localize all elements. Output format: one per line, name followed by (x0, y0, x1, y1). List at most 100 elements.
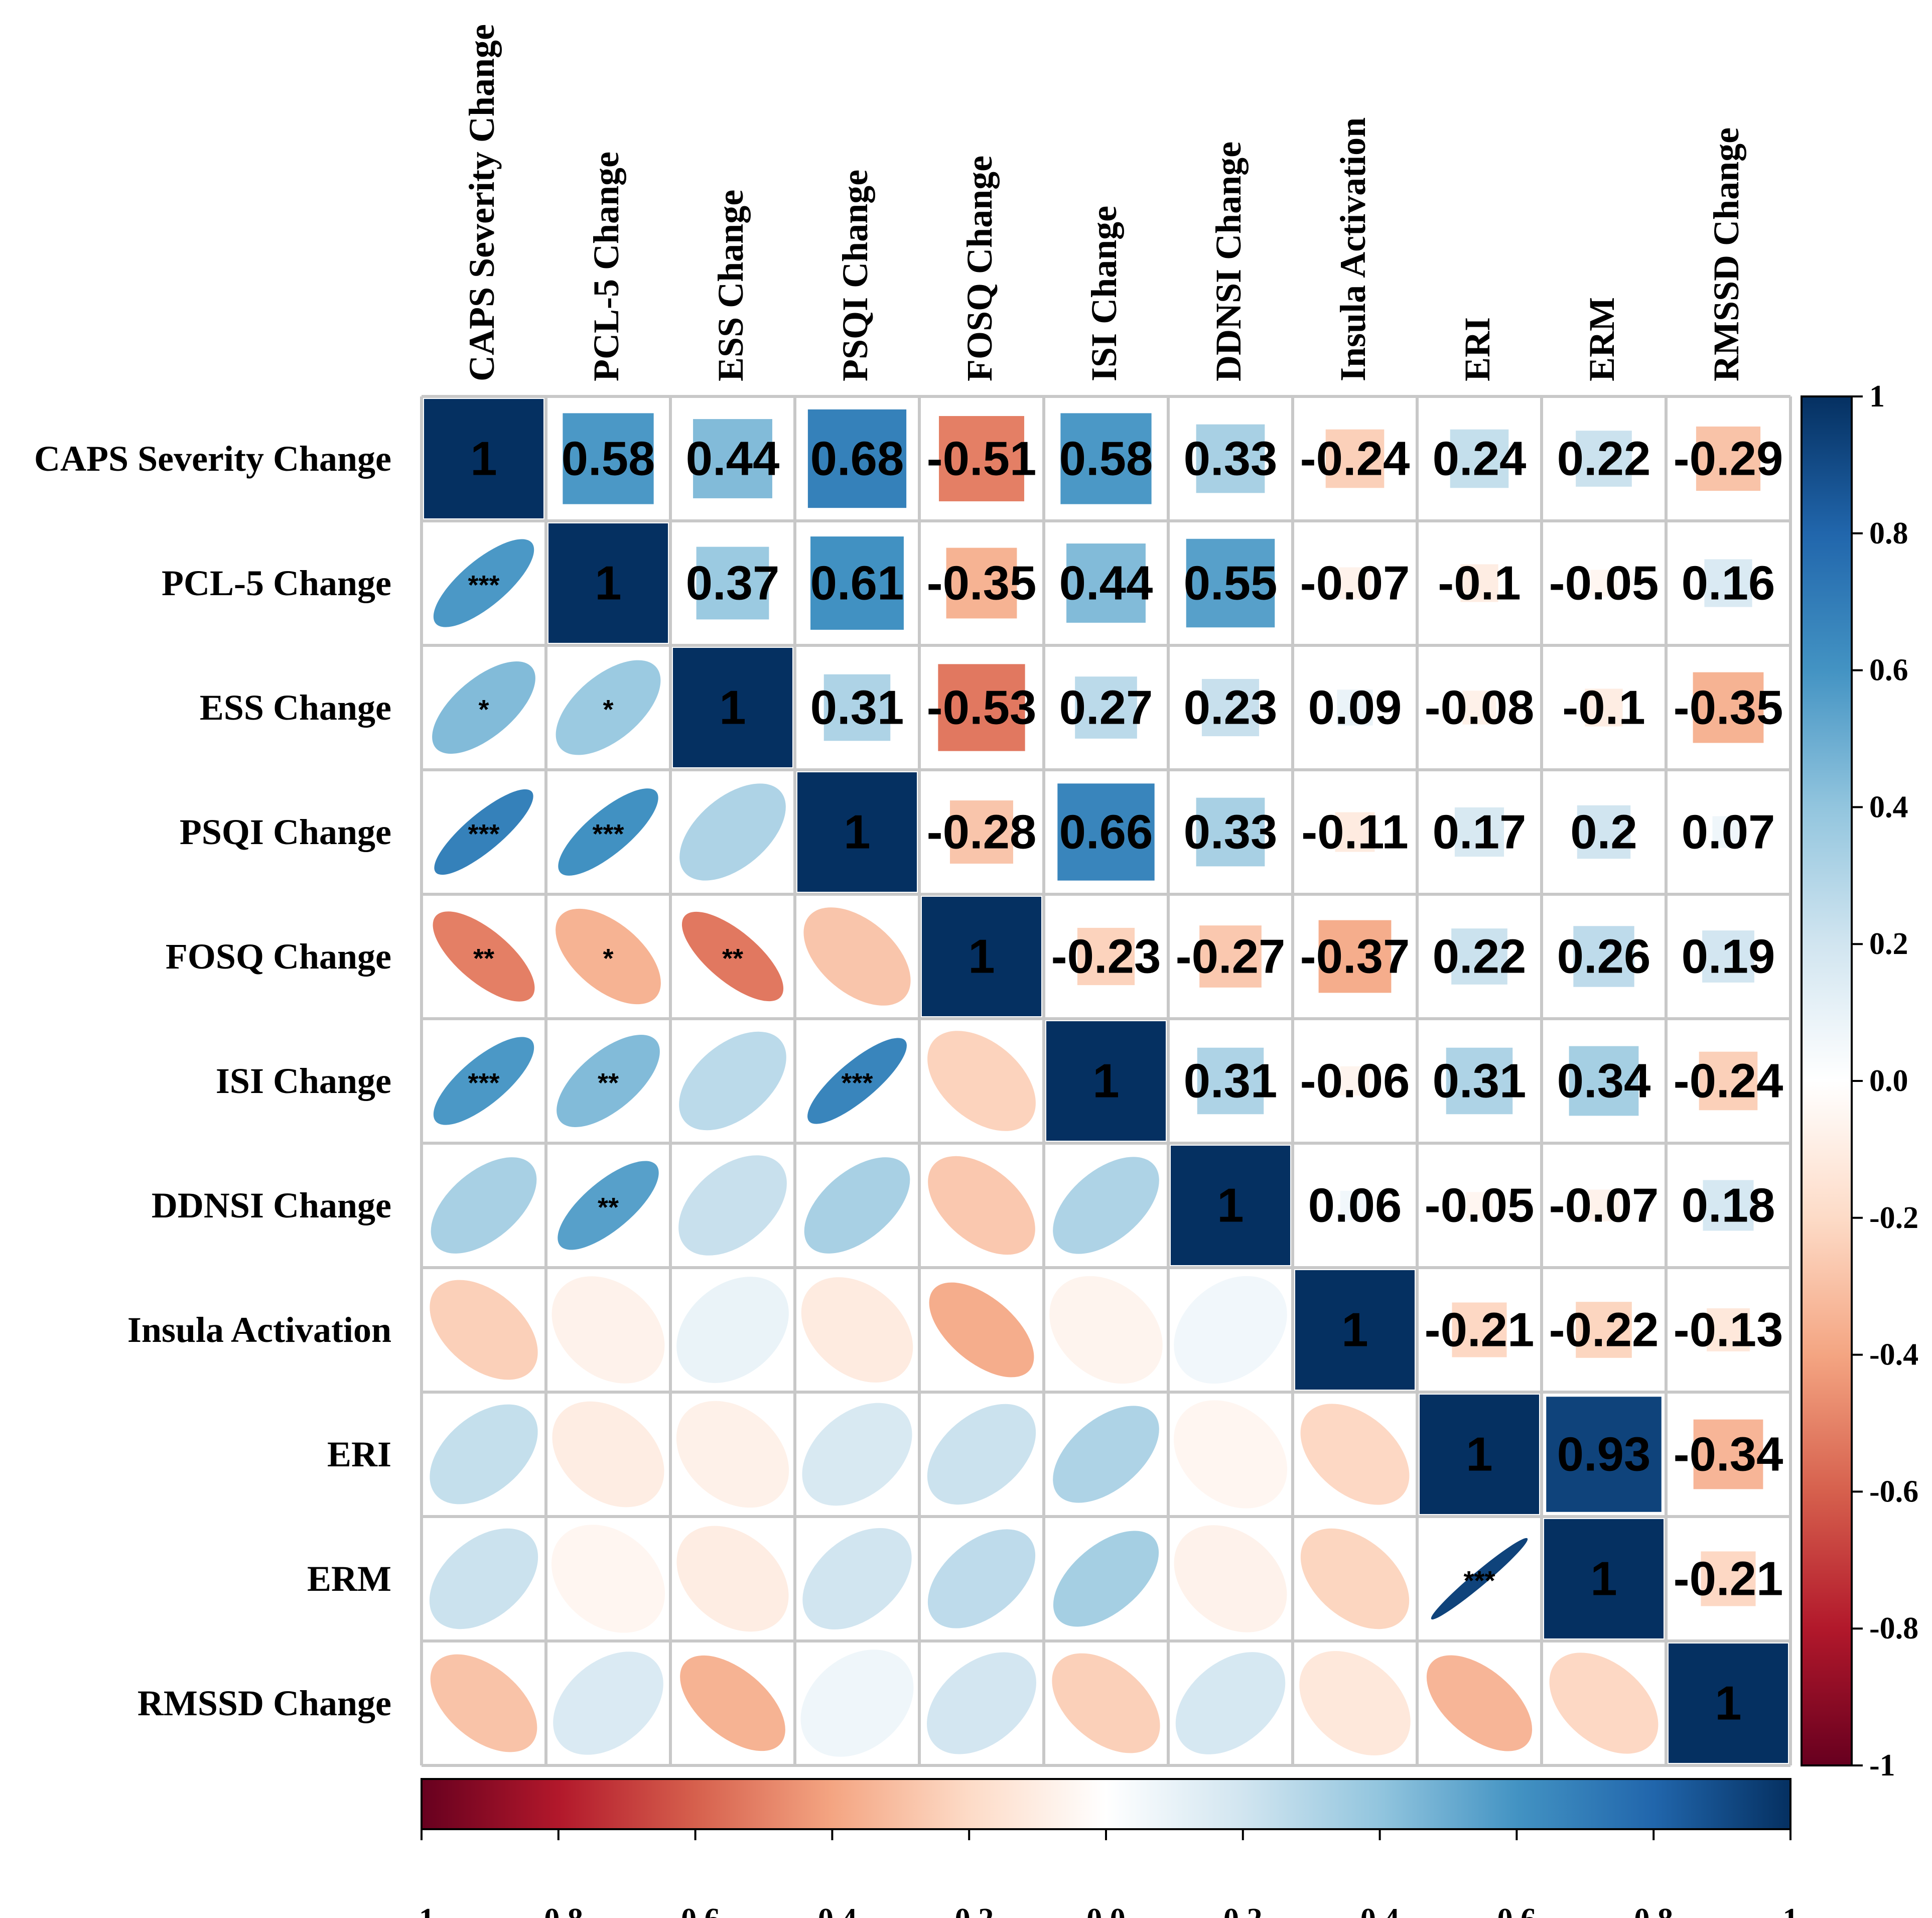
cell-isi-change-x-pcl-5-change-ellipse (557, 1035, 660, 1127)
cell-isi-change-x-caps-severity-change-ellipse (433, 1037, 534, 1125)
cell-rmssd-change-x-insula-activation-ellipse (1299, 1651, 1411, 1756)
cell-psqi-change-x-ddnsi-change-value: 0.33 (1184, 805, 1278, 859)
cell-pcl-5-change-x-eri-square (1460, 564, 1498, 602)
row-label-caps-severity-change: CAPS Severity Change (34, 439, 391, 479)
cell-isi-change-x-ddnsi-change-square (1197, 1047, 1264, 1115)
cell-erm-x-fosq-change-ellipse (927, 1529, 1036, 1628)
cell-ddnsi-change-x-pcl-5-change-significance: ** (598, 1192, 619, 1222)
cell-pcl-5-change-x-caps-severity-change-ellipse (433, 539, 534, 627)
cell-psqi-change-x-pcl-5-change-significance: *** (592, 819, 624, 849)
cell-eri-x-eri-value: 1 (1466, 1428, 1492, 1481)
cell-erm-x-erm-square (1544, 1519, 1664, 1638)
horizontal-legend-tick-label: 0.4 (1360, 1902, 1400, 1918)
cell-ess-change-x-pcl-5-change-ellipse (556, 660, 661, 755)
vertical-legend-tick-label: 0.2 (1869, 927, 1908, 961)
cell-fosq-change-x-eri-value: 0.22 (1433, 930, 1527, 984)
cell-insula-activation-x-eri-value: -0.21 (1425, 1303, 1535, 1357)
horizontal-legend-tick-label: 0.2 (1223, 1902, 1263, 1918)
cell-fosq-change-x-isi-change-value: -0.23 (1051, 930, 1161, 984)
horizontal-legend-tick-label: -0.6 (671, 1902, 720, 1918)
cell-eri-x-erm-square (1546, 1397, 1662, 1512)
cell-ddnsi-change-x-eri-value: -0.05 (1425, 1179, 1535, 1232)
cell-isi-change-x-psqi-change-ellipse (807, 1038, 907, 1124)
row-labels: CAPS Severity Change PCL-5 Change ESS Chan… (34, 439, 391, 1723)
cell-eri-x-insula-activation-ellipse (1300, 1404, 1410, 1505)
cell-caps-severity-change-x-rmssd-change-value: -0.29 (1674, 432, 1783, 486)
horizontal-legend-tick-label: 0.8 (1634, 1902, 1673, 1918)
cell-pcl-5-change-x-isi-change-value: 0.44 (1059, 557, 1153, 610)
cell-insula-activation-x-psqi-change-ellipse (801, 1277, 913, 1383)
cell-psqi-change-x-caps-severity-change-ellipse (434, 789, 533, 875)
cell-ddnsi-change-x-isi-change-ellipse (1053, 1157, 1159, 1254)
cell-rmssd-change-x-erm-ellipse (1549, 1653, 1659, 1754)
horizontal-legend-bar (421, 1778, 1791, 1830)
cell-ess-change-x-insula-activation-value: 0.09 (1308, 681, 1402, 735)
cell-ess-change-x-isi-change-value: 0.27 (1059, 681, 1153, 735)
cell-fosq-change-x-pcl-5-change-ellipse (556, 908, 661, 1005)
cell-ess-change-x-pcl-5-change-significance: * (603, 695, 613, 725)
cell-erm-x-pcl-5-change-ellipse (551, 1525, 665, 1633)
cell-caps-severity-change-x-eri-value: 0.24 (1433, 432, 1527, 486)
cell-insula-activation-x-rmssd-change-value: -0.13 (1674, 1303, 1783, 1357)
cell-isi-change-x-erm-square (1569, 1046, 1639, 1116)
cell-ess-change-x-rmssd-change-square (1693, 672, 1764, 743)
cell-fosq-change-x-pcl-5-change-significance: * (603, 943, 613, 974)
cell-ess-change-x-eri-square (1462, 691, 1496, 725)
cell-isi-change-x-fosq-change-ellipse (927, 1031, 1036, 1131)
cell-isi-change-x-psqi-change-significance: *** (841, 1068, 873, 1098)
cell-ddnsi-change-x-fosq-change-ellipse (928, 1156, 1035, 1255)
cell-rmssd-change-x-ddnsi-change-ellipse (1175, 1652, 1286, 1754)
horizontal-legend-tick-label: 0.0 (1086, 1902, 1126, 1918)
cell-ddnsi-change-x-eri-square (1466, 1192, 1493, 1219)
cell-psqi-change-x-psqi-change-square (797, 772, 917, 892)
cell-caps-severity-change-x-fosq-change-square (939, 416, 1024, 501)
vertical-legend-tick-label: -0.2 (1869, 1201, 1918, 1235)
vertical-legend-tick-label: -1 (1869, 1748, 1895, 1783)
cell-caps-severity-change-x-ess-change-square (693, 419, 772, 498)
cell-fosq-change-x-caps-severity-change-significance: ** (473, 943, 494, 974)
vertical-legend-tick-label: -0.6 (1869, 1474, 1918, 1509)
cell-ess-change-x-rmssd-change-value: -0.35 (1674, 681, 1783, 735)
cell-fosq-change-x-rmssd-change-square (1702, 930, 1754, 983)
column-label-erm: ERM (1582, 297, 1622, 381)
cell-ess-change-x-erm-square (1585, 689, 1623, 727)
cell-caps-severity-change-x-fosq-change-value: -0.51 (927, 432, 1037, 486)
cell-pcl-5-change-x-ess-change-value: 0.37 (686, 557, 780, 610)
matrix-grid: 1 0.58 0.44 0.68 -0.51 0.58 0.33 -0.24 0.24 0.22-… (420, 395, 1792, 1767)
cell-insula-activation-x-erm-value: -0.22 (1549, 1303, 1659, 1357)
cell-psqi-change-x-erm-value: 0.2 (1570, 805, 1637, 859)
cell-pcl-5-change-x-insula-activation-square (1339, 567, 1371, 599)
cell-psqi-change-x-ess-change-ellipse (679, 783, 786, 881)
cell-insula-activation-x-insula-activation-value: 1 (1341, 1303, 1368, 1357)
cell-isi-change-x-insula-activation-square (1340, 1066, 1370, 1096)
cell-erm-x-ess-change-ellipse (676, 1526, 789, 1632)
cell-isi-change-x-isi-change-square (1046, 1021, 1166, 1141)
cell-psqi-change-x-pcl-5-change-ellipse (558, 788, 658, 876)
cell-pcl-5-change-x-erm-square (1590, 570, 1617, 597)
cell-psqi-change-x-isi-change-square (1057, 783, 1155, 881)
cell-rmssd-change-x-rmssd-change-value: 1 (1715, 1677, 1741, 1730)
cell-pcl-5-change-x-ddnsi-change-value: 0.55 (1184, 557, 1278, 610)
cell-fosq-change-x-caps-severity-change-ellipse (433, 911, 535, 1002)
cell-insula-activation-x-ddnsi-change-ellipse (1174, 1276, 1287, 1384)
horizontal-legend-tick-label: 1 (1783, 1902, 1799, 1918)
cell-psqi-change-x-isi-change-value: 0.66 (1059, 805, 1153, 859)
cell-insula-activation-x-insula-activation-square (1295, 1270, 1415, 1390)
cell-isi-change-x-eri-square (1446, 1047, 1513, 1115)
cell-erm-x-eri-ellipse (1431, 1538, 1528, 1620)
cell-isi-change-x-eri-value: 0.31 (1433, 1054, 1527, 1108)
cell-erm-x-ddnsi-change-ellipse (1174, 1525, 1287, 1632)
cell-ess-change-x-eri-value: -0.08 (1425, 681, 1535, 735)
horizontal-color-legend: -1 -0.8 -0.6 -0.4 -0.2 0.0 0.2 0.4 0.6 0.8 1 (408, 1778, 1799, 1918)
cell-ddnsi-change-x-psqi-change-ellipse (804, 1157, 910, 1254)
cell-psqi-change-x-fosq-change-value: -0.28 (927, 805, 1037, 859)
cell-ess-change-x-psqi-change-value: 0.31 (810, 681, 904, 735)
horizontal-legend-tick-label: -0.4 (807, 1902, 857, 1918)
cell-caps-severity-change-x-isi-change-value: 0.58 (1059, 432, 1153, 486)
cell-rmssd-change-x-isi-change-ellipse (1052, 1653, 1160, 1753)
cell-ddnsi-change-x-pcl-5-change-ellipse (558, 1161, 659, 1250)
cell-eri-x-isi-change-ellipse (1053, 1406, 1159, 1503)
cell-rmssd-change-x-psqi-change-ellipse (800, 1650, 914, 1757)
row-label-ddnsi-change: DDNSI Change (152, 1185, 391, 1225)
cell-fosq-change-x-psqi-change-ellipse (803, 907, 911, 1006)
